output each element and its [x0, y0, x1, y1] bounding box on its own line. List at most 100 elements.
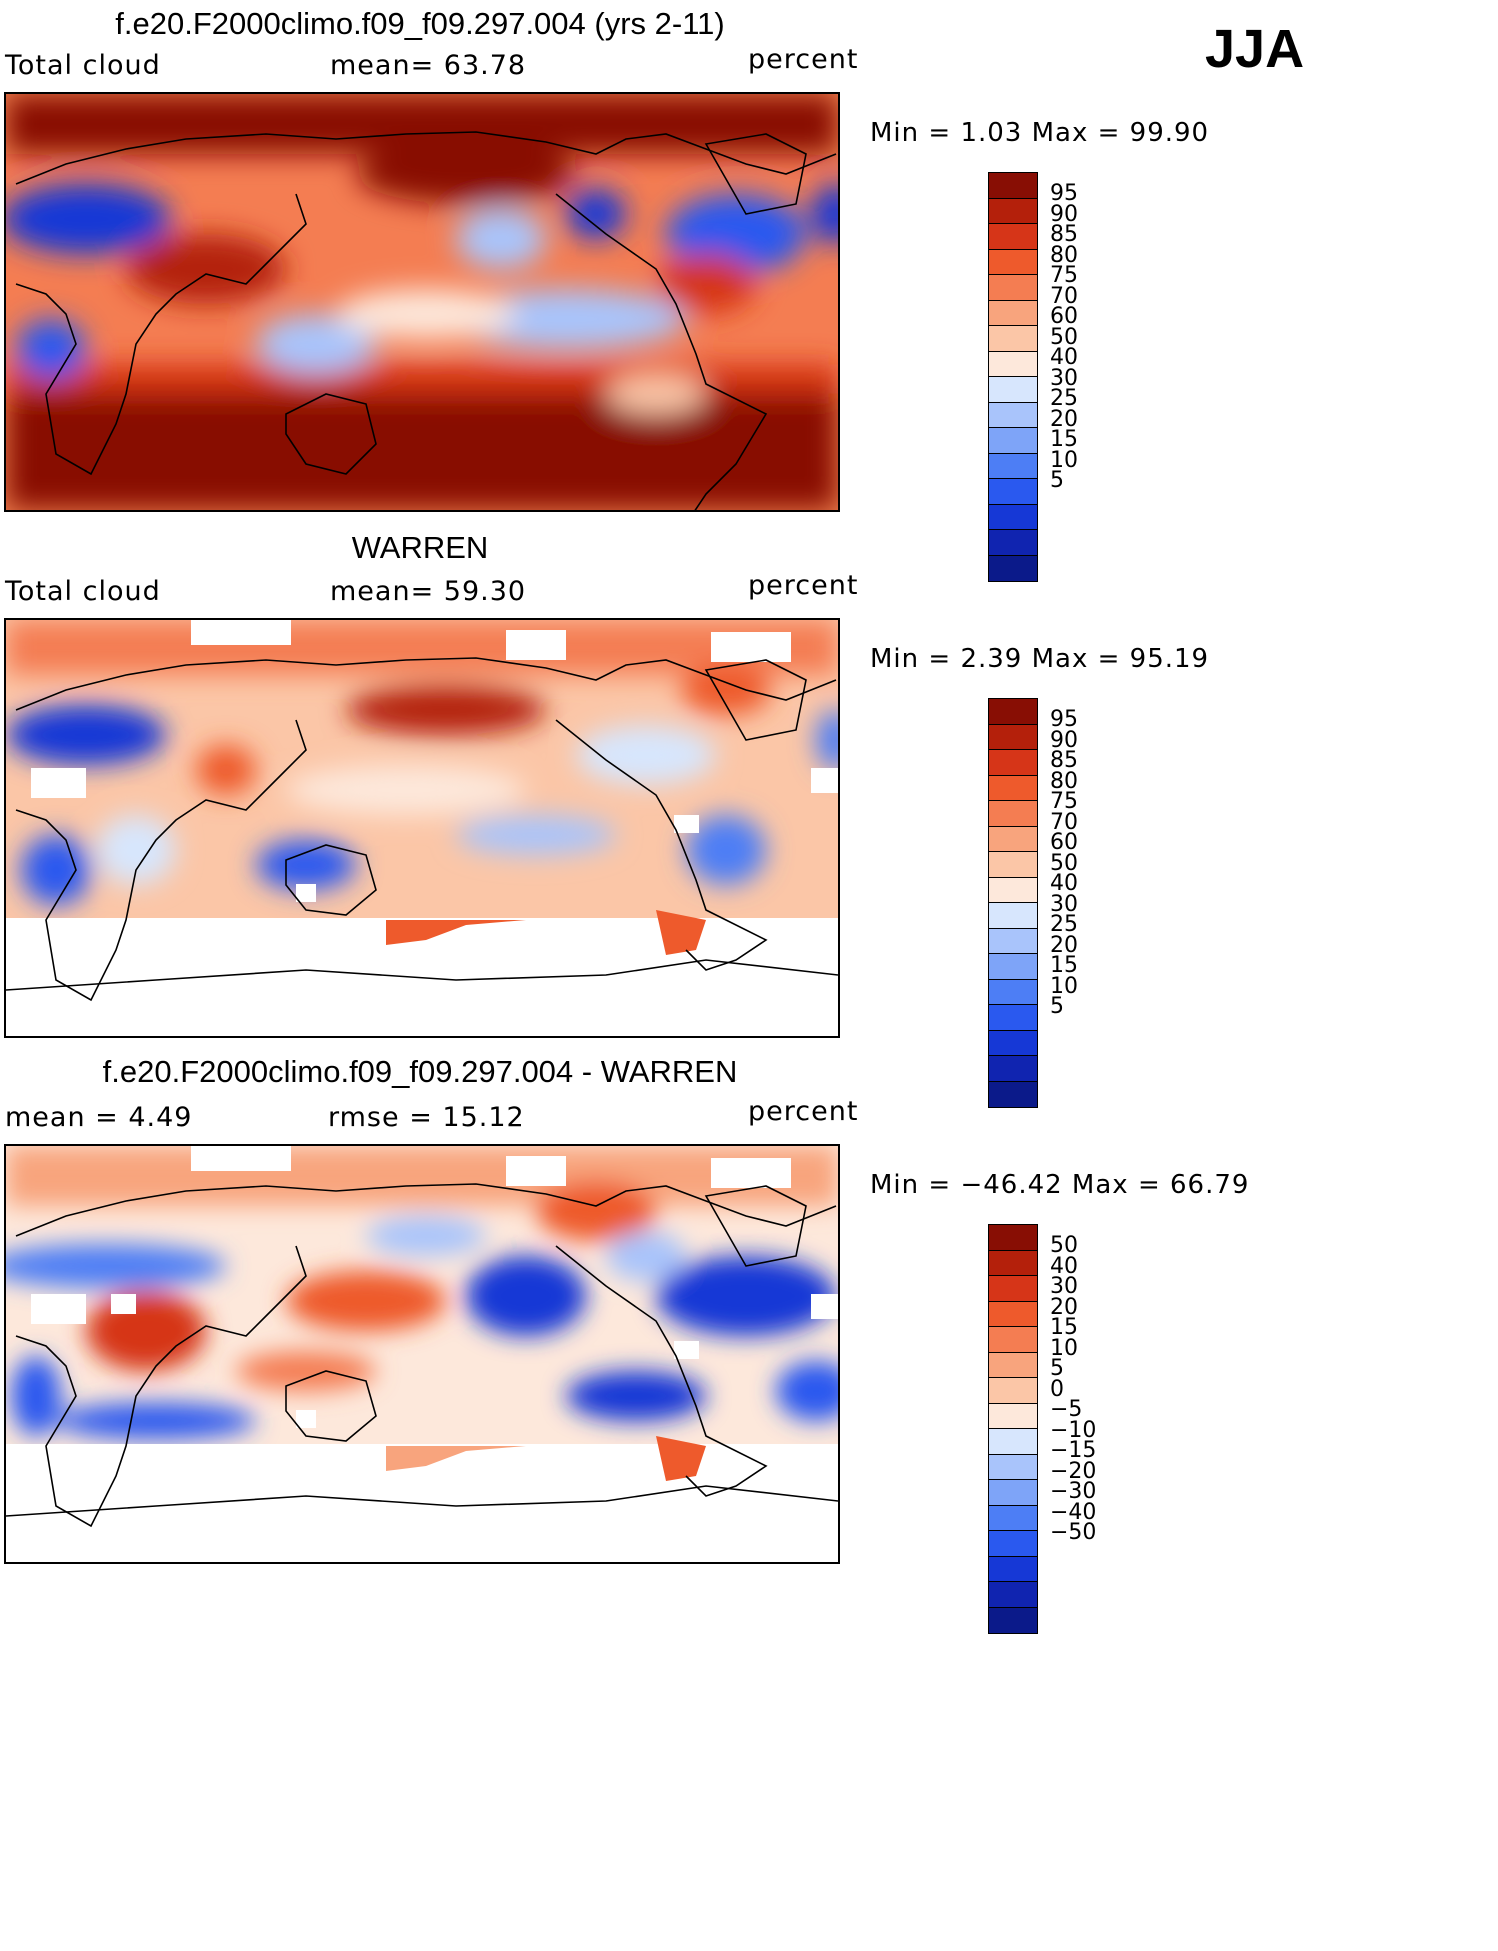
panel3-colorbar-label: 20	[1050, 1294, 1078, 1320]
panel3-colorbar-swatch	[989, 1454, 1037, 1480]
panel1-colorbar-swatch	[989, 326, 1037, 352]
panel3-colorbar-swatch	[989, 1556, 1037, 1582]
panel2-colorbar-label: 90	[1050, 727, 1078, 753]
panel3-colorbar-swatch	[989, 1607, 1037, 1633]
panel2-colorbar-labels: 95 90 85 80 75 70 60 50 40 30 25 20 15 1…	[1050, 707, 1110, 1019]
panel3-colorbar-label: −10	[1050, 1417, 1097, 1443]
panel3-rmse-label: rmse = 15.12	[328, 1102, 525, 1133]
panel2-colorbar-label: 70	[1050, 809, 1078, 835]
panel2-colorbar-label: 5	[1050, 994, 1064, 1019]
panel3-colorbar-swatch	[989, 1327, 1037, 1353]
panel1-colorbar-swatch	[989, 300, 1037, 326]
panel1-colorbar-label: 30	[1050, 365, 1078, 391]
panel1-model-map	[4, 92, 840, 512]
panel3-colorbar-swatch	[989, 1505, 1037, 1531]
panel2-colorbar-label: 15	[1050, 953, 1078, 978]
panel1-colorbar-label: 85	[1050, 222, 1078, 247]
panel2-colorbar-label: 85	[1050, 748, 1078, 773]
panel3-colorbar-label: 40	[1050, 1253, 1078, 1279]
panel2-variable-label: Total cloud	[5, 576, 161, 607]
panel3-colorbar-swatch	[989, 1301, 1037, 1327]
panel1-colorbar-swatch	[989, 173, 1037, 199]
panel1-colorbar-label: 60	[1050, 304, 1078, 329]
panel1-colorbar	[988, 172, 1038, 582]
panel2-title: WARREN	[351, 530, 489, 565]
panel1-colorbar-label: 95	[1050, 181, 1078, 206]
panel3-minmax: Min = −46.42 Max = 66.79	[870, 1170, 1250, 1200]
panel3-colorbar-swatch	[989, 1531, 1037, 1557]
panel3-colorbar-swatch	[989, 1403, 1037, 1429]
panel2-colorbar-label: 50	[1050, 850, 1078, 876]
panel1-colorbar-swatch	[989, 224, 1037, 250]
panel1-colorbar-swatch	[989, 351, 1037, 377]
panel2-colorbar-label: 40	[1050, 871, 1078, 896]
panel2-colorbar-swatch	[989, 750, 1037, 776]
panel1-colorbar-swatch	[989, 428, 1037, 454]
panel2-colorbar-swatch	[989, 724, 1037, 750]
panel1-colorbar-label: 50	[1050, 324, 1078, 350]
panel2-units-label: percent	[748, 570, 859, 601]
panel1-colorbar-swatch	[989, 402, 1037, 428]
panel2-colorbar-swatch	[989, 903, 1037, 929]
panel1-colorbar-label: 25	[1050, 386, 1078, 411]
panel2-colorbar-swatch	[989, 1081, 1037, 1107]
panel3-title: f.e20.F2000climo.f09_f09.297.004 - WARRE…	[102, 1054, 738, 1089]
panel1-colorbar-label: 20	[1050, 406, 1078, 432]
panel1-colorbar-labels: 95 90 85 80 75 70 60 50 40 30 25 20 15 1…	[1050, 181, 1110, 493]
panel3-colorbar-swatch	[989, 1378, 1037, 1404]
panel2-colorbar-label: 95	[1050, 707, 1078, 732]
panel1-minmax: Min = 1.03 Max = 99.90	[870, 118, 1210, 148]
panel2-colorbar-swatch	[989, 1056, 1037, 1082]
panel2-colorbar-swatch	[989, 775, 1037, 801]
panel1-title: f.e20.F2000climo.f09_f09.297.004 (yrs 2-…	[115, 6, 725, 41]
panel2-colorbar-swatch	[989, 877, 1037, 903]
panel1-variable-label: Total cloud	[5, 50, 161, 81]
panel1-colorbar-label: 15	[1050, 427, 1078, 452]
panel3-colorbar	[988, 1224, 1038, 1634]
panel1-units-label: percent	[748, 44, 859, 75]
panel3-colorbar-swatch	[989, 1250, 1037, 1276]
panel3-colorbar-label: 50	[1050, 1233, 1078, 1258]
panel3-colorbar-label: 10	[1050, 1335, 1078, 1361]
panel3-colorbar-label: −50	[1050, 1520, 1097, 1545]
panel3-colorbar-swatch	[989, 1582, 1037, 1608]
panel1-colorbar-swatch	[989, 249, 1037, 275]
panel1-colorbar-swatch	[989, 377, 1037, 403]
panel3-colorbar-label: −15	[1050, 1438, 1097, 1463]
panel2-colorbar-swatch	[989, 1030, 1037, 1056]
panel3-colorbar-label: 15	[1050, 1315, 1078, 1340]
panel3-colorbar-swatch	[989, 1352, 1037, 1378]
panel1-colorbar-swatch	[989, 198, 1037, 224]
panel2-colorbar-swatch	[989, 979, 1037, 1005]
panel1-colorbar-swatch	[989, 453, 1037, 479]
panel3-colorbar-label: 30	[1050, 1274, 1078, 1299]
panel2-colorbar-swatch	[989, 699, 1037, 725]
panel2-colorbar	[988, 698, 1038, 1108]
panel3-colorbar-swatch	[989, 1429, 1037, 1455]
panel2-colorbar-swatch	[989, 826, 1037, 852]
panel3-units-label: percent	[748, 1096, 859, 1127]
panel1-colorbar-label: 90	[1050, 201, 1078, 227]
panel1-colorbar-label: 75	[1050, 263, 1078, 288]
panel2-colorbar-swatch	[989, 852, 1037, 878]
panel1-mean-label: mean= 63.78	[330, 50, 527, 81]
panel3-mean-label: mean = 4.49	[5, 1102, 193, 1133]
panel1-colorbar-swatch	[989, 275, 1037, 301]
panel3-colorbar-swatch	[989, 1225, 1037, 1251]
panel1-colorbar-label: 5	[1050, 468, 1064, 493]
panel1-colorbar-swatch	[989, 555, 1037, 581]
panel3-colorbar-swatch	[989, 1480, 1037, 1506]
panel2-mean-label: mean= 59.30	[330, 576, 527, 607]
season-label: JJA	[1205, 19, 1305, 79]
panel3-colorbar-label: −30	[1050, 1479, 1097, 1504]
panel2-colorbar-swatch	[989, 1005, 1037, 1031]
panel1-colorbar-label: 10	[1050, 447, 1078, 473]
panel3-colorbar-label: −5	[1050, 1397, 1083, 1422]
panel2-colorbar-label: 30	[1050, 891, 1078, 917]
panel1-colorbar-label: 40	[1050, 345, 1078, 370]
panel3-difference-map	[4, 1144, 840, 1564]
panel2-colorbar-swatch	[989, 801, 1037, 827]
panel1-colorbar-swatch	[989, 504, 1037, 530]
panel3-colorbar-label: −40	[1050, 1499, 1097, 1525]
panel2-colorbar-label: 60	[1050, 830, 1078, 855]
